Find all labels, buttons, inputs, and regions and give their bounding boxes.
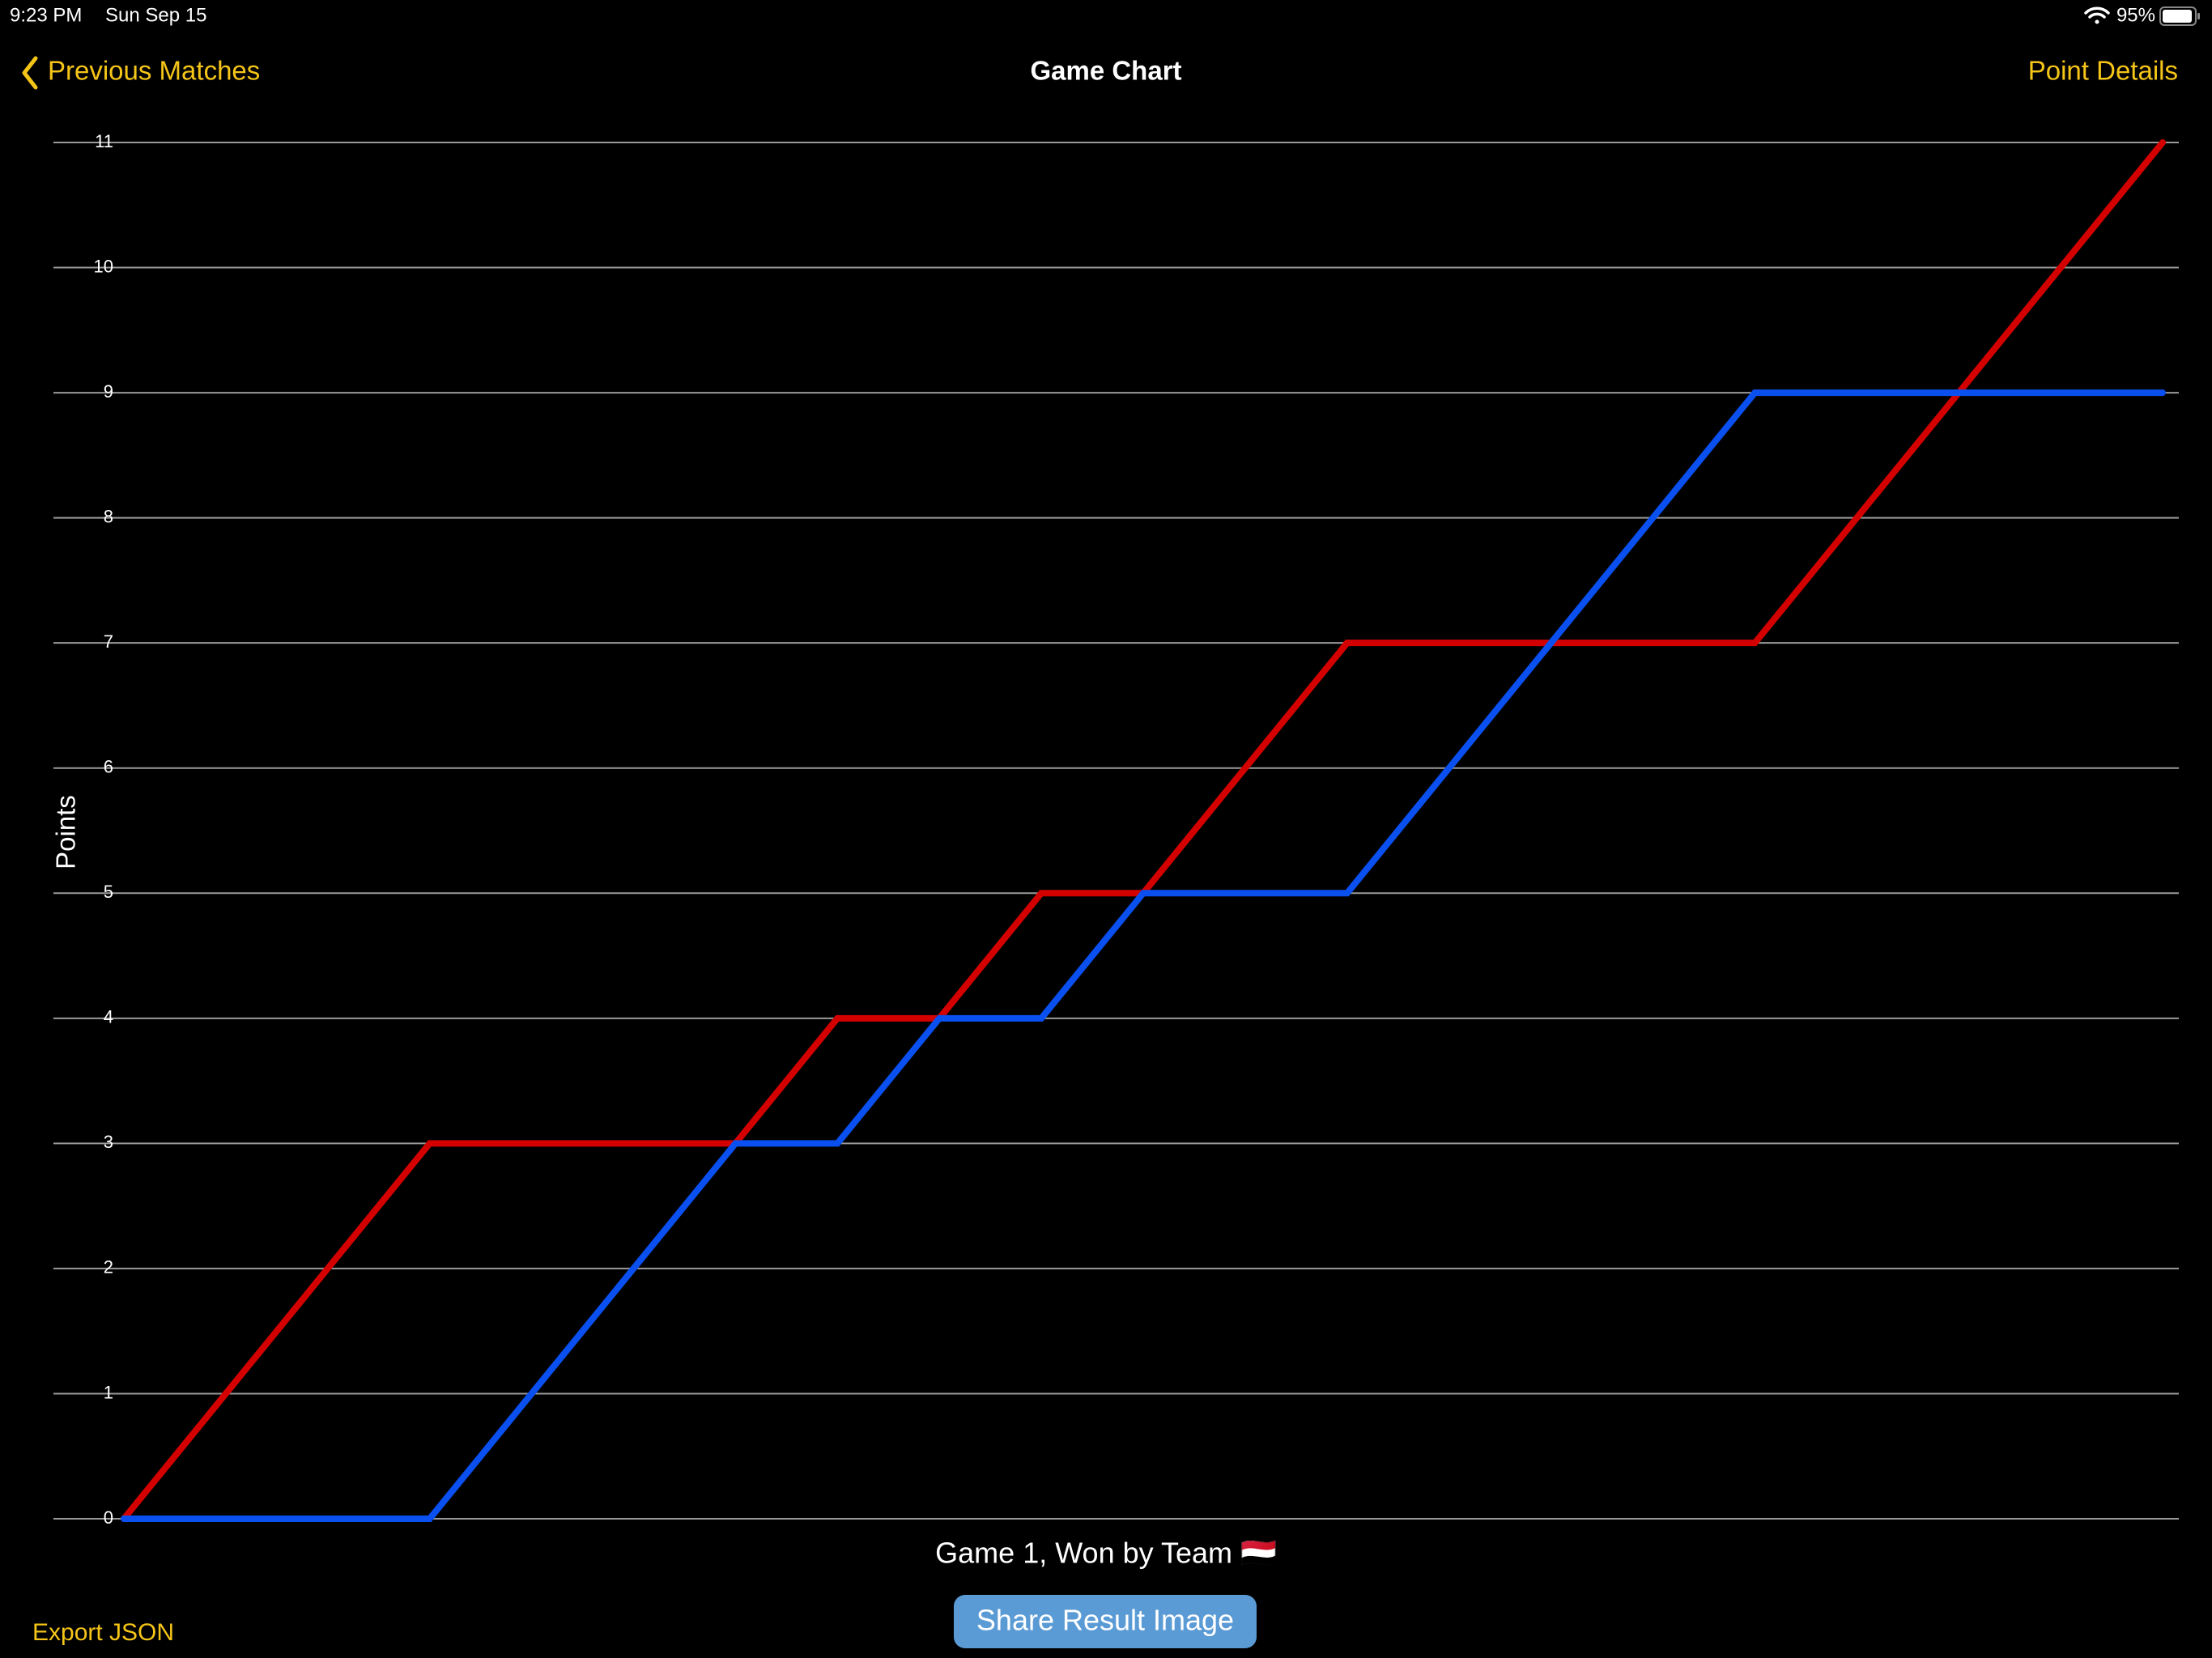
status-time: 9:23 PM (10, 4, 82, 26)
y-tick-label: 11 (95, 131, 113, 151)
share-button[interactable]: Share Result Image (954, 1595, 1257, 1648)
y-tick-label: 2 (104, 1257, 113, 1278)
point-details-button[interactable]: Point Details (2028, 56, 2178, 86)
score-line (121, 389, 2166, 1522)
y-tick-label: 7 (104, 631, 113, 652)
y-tick-label: 1 (104, 1382, 113, 1402)
nav-title: Game Chart (1030, 56, 1181, 86)
y-tick-label: 8 (104, 506, 113, 526)
game-result-caption: Game 1, Won by Team 🇾🇪 (935, 1537, 1277, 1570)
y-tick-label: 5 (104, 882, 113, 902)
y-tick-label: 3 (104, 1132, 113, 1152)
battery-percent: 95% (2116, 4, 2155, 26)
y-tick-label: 4 (104, 1007, 113, 1027)
y-tick-label: 10 (94, 256, 113, 276)
y-tick-label: 6 (104, 757, 113, 777)
back-button-label[interactable]: Previous Matches (48, 56, 260, 86)
y-tick-label: 9 (104, 381, 113, 402)
wifi-icon (2084, 6, 2110, 24)
back-button[interactable]: Previous Matches (22, 56, 260, 90)
share-button-label[interactable]: Share Result Image (976, 1604, 1234, 1637)
battery-icon (2159, 6, 2200, 26)
status-date: Sun Sep 15 (105, 4, 206, 26)
y-axis-label: Points (51, 795, 81, 869)
share-button-bg[interactable] (954, 1595, 1257, 1648)
y-tick-label: 0 (104, 1507, 113, 1528)
plot: 0 1 2 3 4 5 6 7 8 9 10 11 (53, 131, 2179, 1528)
export-json-button[interactable]: Export JSON (32, 1619, 174, 1646)
